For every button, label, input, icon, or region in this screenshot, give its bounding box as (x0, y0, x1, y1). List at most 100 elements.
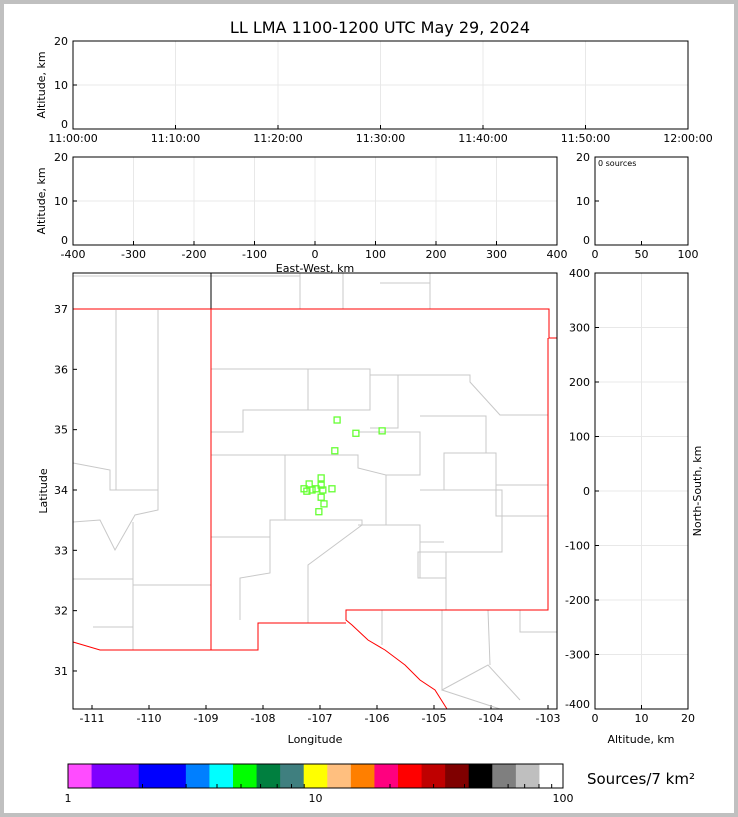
y-tick-label: -400 (565, 698, 590, 711)
colorbar-cell (492, 764, 517, 788)
x-tick-label: 0 (592, 248, 599, 261)
county-line (417, 416, 548, 610)
plan-view-border (72, 272, 558, 710)
colorbar-cell (115, 764, 140, 788)
source-point (333, 416, 341, 424)
y-tick-label: 32 (54, 605, 68, 618)
x-tick-label: 400 (547, 248, 568, 261)
y-tick-label: 33 (54, 544, 68, 557)
ns-height-border (594, 272, 689, 710)
x-tick-label: -100 (242, 248, 267, 261)
colorbar-cell (327, 764, 352, 788)
y-tick-label: 10 (54, 195, 68, 208)
ns-ylabel: North-South, km (691, 446, 704, 537)
x-tick-label: -109 (194, 712, 219, 725)
colorbar-cell (468, 764, 493, 788)
y-tick-label: 36 (54, 363, 68, 376)
x-tick-label: 100 (678, 248, 699, 261)
source-point (352, 429, 360, 437)
source-point (303, 487, 311, 495)
source-point (319, 486, 327, 494)
colorbar-cell (398, 764, 423, 788)
x-tick-label: -106 (365, 712, 390, 725)
y-tick-label: 0 (583, 485, 590, 498)
time-height-border (72, 40, 689, 130)
chart-title: LL LMA 1100-1200 UTC May 29, 2024 (230, 18, 530, 37)
y-tick-label: 0 (583, 234, 590, 247)
y-tick-label: 400 (569, 267, 590, 280)
x-tick-label: -111 (80, 712, 105, 725)
state-line-nm (72, 308, 557, 710)
map-ylabel: Latitude (37, 468, 50, 514)
x-tick-label: -107 (308, 712, 333, 725)
colorbar-cell (209, 764, 234, 788)
map-sources (300, 416, 386, 516)
plan-view-panel: -111 -110 -109 -108 -107 -106 -105 -104 -103 31 32… (54, 273, 560, 725)
y-tick-label: 34 (54, 484, 68, 497)
ew-ylabel: Altitude, km (35, 167, 48, 234)
x-tick-label: -200 (182, 248, 207, 261)
ns-xlabel: Altitude, km (607, 733, 674, 746)
x-tick-label: -105 (422, 712, 447, 725)
x-tick-label: 11:00:00 (48, 132, 97, 145)
y-tick-label: 10 (576, 195, 590, 208)
y-tick-label: -300 (565, 649, 590, 662)
x-tick-label: 11:20:00 (253, 132, 302, 145)
th-ylabel: Altitude, km (35, 51, 48, 118)
colorbar-cell (233, 764, 258, 788)
colorbar-cell (185, 764, 210, 788)
x-tick-label: 12:00:00 (663, 132, 712, 145)
colorbar-cell (162, 764, 187, 788)
colorbar-cell (350, 764, 375, 788)
x-tick-label: 200 (426, 248, 447, 261)
colorbar-tick-label: 10 (309, 792, 323, 805)
histogram-panel: 0 50 100 0 10 20 (576, 151, 699, 261)
y-tick-label: 31 (54, 665, 68, 678)
y-tick-label: 0 (61, 118, 68, 131)
colorbar-cell (68, 764, 93, 788)
x-tick-label: 11:40:00 (458, 132, 507, 145)
colorbar: 1 10 100 (65, 763, 574, 805)
y-tick-label: 10 (54, 79, 68, 92)
source-point (308, 486, 316, 494)
x-tick-label: 10 (635, 712, 649, 725)
y-tick-label: 35 (54, 424, 68, 437)
colorbar-border (67, 763, 564, 789)
source-point (312, 485, 320, 493)
county-line (211, 368, 548, 433)
y-tick-label: 37 (54, 303, 68, 316)
histogram-border (594, 156, 689, 246)
y-tick-label: 20 (54, 35, 68, 48)
y-tick-label: 20 (54, 151, 68, 164)
x-tick-label: -400 (61, 248, 86, 261)
map-boundaries (72, 273, 557, 710)
histogram-background (595, 157, 688, 245)
colorbar-cell (374, 764, 399, 788)
histogram-annotation: 0 sources (598, 159, 636, 168)
x-tick-label: 11:30:00 (356, 132, 405, 145)
x-tick-label: -108 (251, 712, 276, 725)
x-tick-label: 300 (486, 248, 507, 261)
y-tick-label: -200 (565, 594, 590, 607)
colorbar-cell (303, 764, 328, 788)
colorbar-label: Sources/7 km² (587, 770, 695, 788)
source-point (331, 447, 339, 455)
y-tick-label: 200 (569, 376, 590, 389)
colorbar-cell (280, 764, 305, 788)
colorbar-cell (91, 764, 116, 788)
x-tick-label: 50 (635, 248, 649, 261)
x-tick-label: -110 (137, 712, 162, 725)
colorbar-tick-label: 1 (65, 792, 72, 805)
y-tick-label: 20 (576, 151, 590, 164)
x-tick-label: 0 (592, 712, 599, 725)
y-tick-label: 100 (569, 431, 590, 444)
source-point (315, 508, 323, 516)
x-tick-label: 11:50:00 (561, 132, 610, 145)
county-line (362, 524, 557, 710)
y-tick-label: -100 (565, 540, 590, 553)
ew-height-border (72, 156, 558, 246)
ns-height-panel: 0 10 20 -400 -300 -200 -100 0 100 200 300 400 (565, 267, 695, 725)
x-tick-label: 20 (681, 712, 695, 725)
